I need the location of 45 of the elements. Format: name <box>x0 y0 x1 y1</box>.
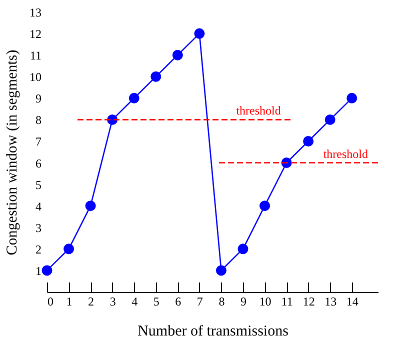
x-tick-label: 12 <box>302 294 315 308</box>
x-tick-label: 11 <box>281 294 293 308</box>
y-tick-label: 4 <box>36 199 42 214</box>
x-tick-label: 10 <box>259 294 272 308</box>
point <box>128 92 140 104</box>
y-tick-label: 8 <box>36 113 42 128</box>
y-tick-label: 10 <box>30 70 42 84</box>
x-tick-label: 6 <box>175 294 182 308</box>
y-tick-label: 7 <box>36 134 42 149</box>
point <box>324 114 336 125</box>
y-tick-label: 9 <box>36 92 42 106</box>
point <box>346 92 358 104</box>
y-axis-title: Congestion window (in segments) <box>4 50 20 256</box>
point <box>42 265 52 276</box>
x-tick-label: 5 <box>153 294 160 308</box>
point <box>64 244 74 254</box>
y-tick-label: 12 <box>30 27 42 42</box>
x-tick-label: 9 <box>240 294 246 308</box>
x-axis-title: Number of transmissions <box>138 324 289 340</box>
y-tick-label: 2 <box>36 242 42 256</box>
x-tick-label: 8 <box>218 294 225 308</box>
point <box>85 200 96 212</box>
x-tick-label: 4 <box>132 294 138 308</box>
y-tick-label: 1 <box>36 264 42 278</box>
y-tick-label: 6 <box>36 156 42 170</box>
x-tick-label: 14 <box>346 294 358 308</box>
point <box>260 200 270 212</box>
y-tick-label: 5 <box>36 178 42 192</box>
point <box>303 136 314 146</box>
point <box>172 50 183 60</box>
x-tick-label: 13 <box>324 294 337 308</box>
x-tick-label: 2 <box>88 294 94 308</box>
point <box>194 28 205 39</box>
x-tick-label: 3 <box>110 294 116 308</box>
series-label: threshold <box>323 146 368 161</box>
series-label: threshold <box>236 104 281 118</box>
x-tick-label: 1 <box>66 294 72 308</box>
y-tick-label: 13 <box>30 6 42 20</box>
x-tick-label: 0 <box>48 294 54 308</box>
y-tick-label: 11 <box>30 48 42 63</box>
point <box>216 265 226 276</box>
x-tick-label: 7 <box>196 294 203 308</box>
point <box>150 71 162 82</box>
y-tick-label: 3 <box>36 220 42 235</box>
point <box>238 244 248 254</box>
